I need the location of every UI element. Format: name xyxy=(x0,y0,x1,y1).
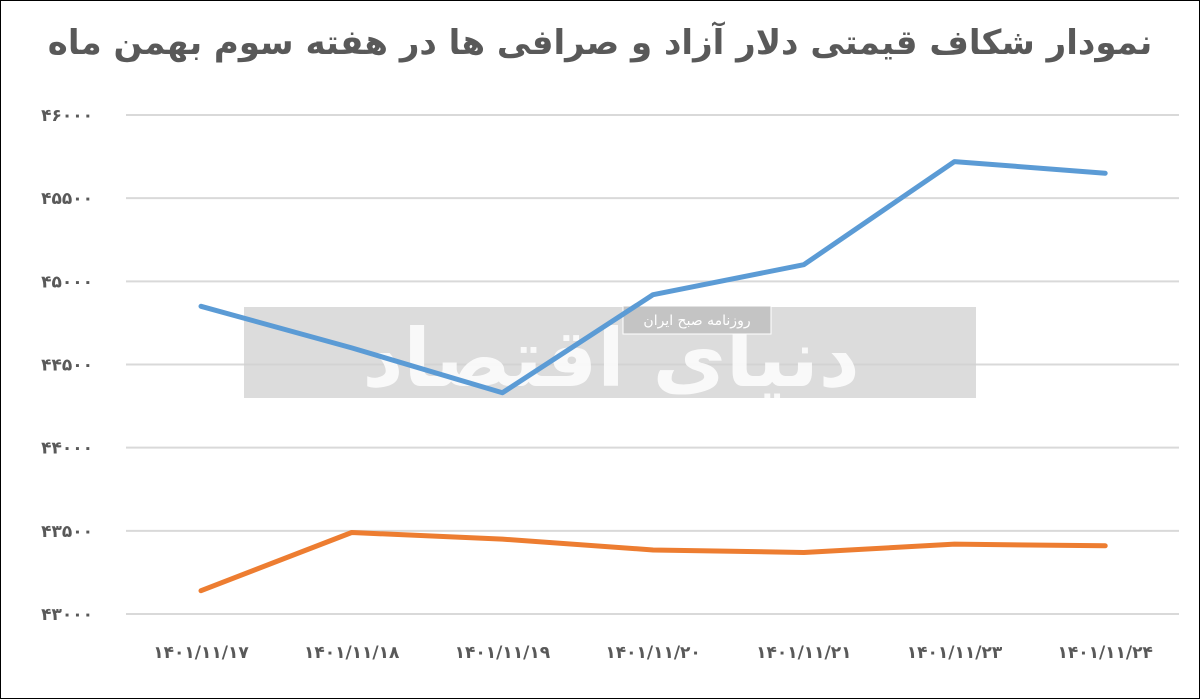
y-tick-label: ۴۳۰۰۰ xyxy=(41,605,93,625)
series-line-1 xyxy=(198,529,1108,594)
watermark-tagline-box xyxy=(622,305,772,335)
y-tick-label: ۴۵۰۰۰ xyxy=(41,272,93,292)
watermark-tagline: روزنامه صبح ایران xyxy=(643,313,750,329)
x-tick-label: ۱۴۰۱/۱۱/۲۴ xyxy=(1057,643,1152,663)
x-tick-label: ۱۴۰۱/۱۱/۲۰ xyxy=(605,643,700,663)
watermark-logo-text: دنیای اقتصاد xyxy=(362,312,859,405)
y-tick-label: ۴۶۰۰۰ xyxy=(41,106,93,126)
x-tick-label: ۱۴۰۱/۱۱/۲۳ xyxy=(907,643,1003,663)
y-tick-label: ۴۴۰۰۰ xyxy=(41,439,93,459)
y-tick-label: ۴۴۵۰۰ xyxy=(41,356,93,376)
x-tick-label: ۱۴۰۱/۱۱/۱۹ xyxy=(455,643,551,663)
x-tick-label: ۱۴۰۱/۱۱/۲۱ xyxy=(756,643,851,663)
y-tick-label: ۴۳۵۰۰ xyxy=(41,522,93,542)
y-tick-label: ۴۵۵۰۰ xyxy=(41,189,93,209)
chart-title: نمودار شکاف قیمتی دلار آزاد و صرافی ها د… xyxy=(47,23,1153,63)
x-tick-label: ۱۴۰۱/۱۱/۱۸ xyxy=(304,643,400,663)
x-tick-label: ۱۴۰۱/۱۱/۱۷ xyxy=(153,643,249,663)
